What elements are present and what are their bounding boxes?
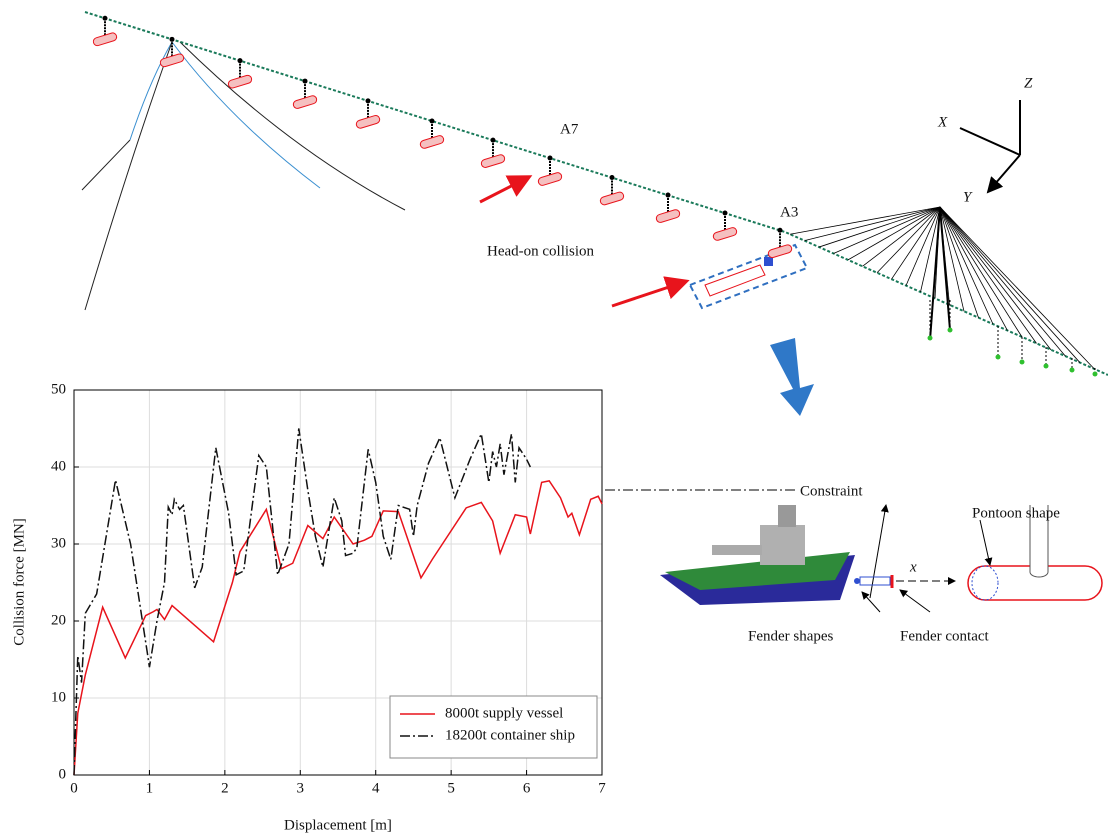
y-tick-label: 50 (51, 381, 66, 397)
x-tick-label: 7 (598, 780, 606, 796)
x-axis-label: Displacement [m] (284, 817, 392, 833)
axis-z-label: Z (1024, 75, 1033, 91)
fender-shape (860, 577, 890, 585)
page: {"chart_data": {"type": "line", "x_label… (0, 0, 1108, 838)
fender-node (854, 578, 860, 584)
x-tick-label: 1 (146, 780, 154, 796)
collision-arrow (480, 178, 527, 202)
label-local-x: x (909, 559, 917, 575)
mooring-line (82, 140, 130, 190)
axis-x-label: X (937, 114, 948, 130)
node (778, 228, 783, 233)
label-fender-contact: Fender contact (900, 628, 990, 644)
figure: A7 A3 Head-on collision X Y Z Constraint… (0, 0, 1108, 838)
y-axis-label: Collision force [MN] (11, 518, 27, 645)
pointer (870, 505, 886, 598)
label-constraint: Constraint (800, 483, 863, 499)
label-pontoon-shape: Pontoon shape (972, 505, 1060, 521)
collision-arrow (612, 282, 684, 306)
pointer (900, 590, 930, 612)
y-tick-label: 40 (51, 458, 66, 474)
mooring-line (172, 42, 320, 188)
ship-crane (712, 545, 762, 555)
stay-cable (940, 207, 1095, 369)
x-tick-label: 4 (372, 780, 380, 796)
axis-y-label: Y (963, 189, 973, 205)
ship-bridge (778, 505, 796, 527)
stay-cable (940, 207, 1080, 363)
legend-label: 8000t supply vessel (445, 705, 563, 721)
node (928, 336, 933, 341)
mooring-line (85, 42, 172, 310)
node (103, 16, 108, 21)
y-tick-label: 20 (51, 612, 66, 628)
selection-box (690, 245, 807, 308)
node (491, 138, 496, 143)
y-tick-label: 10 (51, 689, 66, 705)
node (610, 175, 615, 180)
legend-label: 18200t container ship (445, 727, 575, 743)
y-tick-label: 30 (51, 535, 66, 551)
bridge-model (82, 12, 1108, 416)
x-tick-label: 0 (70, 780, 78, 796)
stay-cable (848, 207, 940, 260)
label-a7: A7 (560, 121, 579, 137)
stay-cable (819, 207, 940, 247)
stay-cable (805, 207, 941, 241)
x-tick-label: 6 (523, 780, 531, 796)
y-tick-label: 0 (59, 766, 67, 782)
node (1093, 372, 1098, 377)
x-tick-label: 5 (447, 780, 455, 796)
pontoon-end (972, 566, 998, 600)
node (238, 58, 243, 63)
node (723, 210, 728, 215)
ship-outline (705, 265, 765, 296)
node (1044, 364, 1049, 369)
node (170, 37, 175, 42)
node (303, 79, 308, 84)
zoom-arrow (770, 338, 814, 416)
node (430, 118, 435, 123)
ship-superstructure (760, 525, 805, 565)
pointer (980, 520, 990, 565)
node (1020, 360, 1025, 365)
x-tick-label: 2 (221, 780, 229, 796)
stay-cable (940, 207, 1022, 337)
label-collision: Head-on collision (487, 243, 595, 259)
node (548, 156, 553, 161)
axis-triad (960, 100, 1020, 192)
bridge-deck (85, 12, 1108, 375)
mooring-line (130, 42, 172, 140)
node (666, 193, 671, 198)
stay-cable (940, 207, 1066, 356)
node (1070, 368, 1075, 373)
label-a3: A3 (780, 204, 798, 220)
node (996, 355, 1001, 360)
fender (764, 257, 773, 266)
mooring-line (180, 42, 405, 210)
node (366, 98, 371, 103)
x-tick-label: 3 (297, 780, 305, 796)
label-fender-shapes: Fender shapes (748, 628, 834, 644)
node (948, 328, 953, 333)
